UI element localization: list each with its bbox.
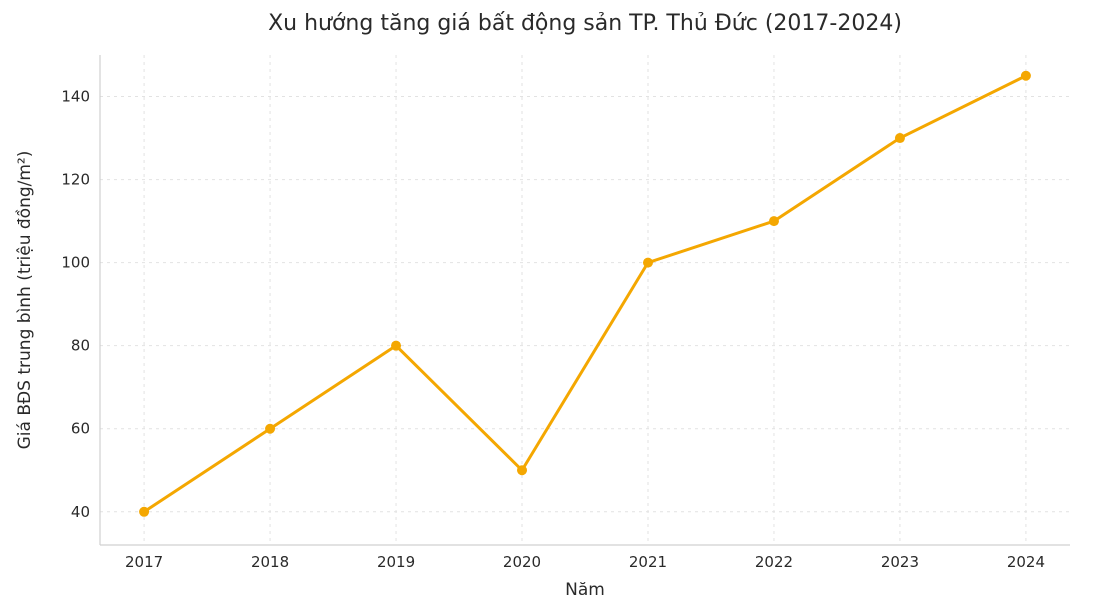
y-tick-label: 120 bbox=[61, 171, 90, 189]
x-axis-label: Năm bbox=[565, 580, 605, 600]
chart-title: Xu hướng tăng giá bất động sản TP. Thủ Đ… bbox=[268, 11, 902, 36]
y-tick-label: 100 bbox=[61, 254, 90, 272]
series-marker bbox=[265, 424, 275, 434]
x-tick-label: 2018 bbox=[251, 553, 289, 571]
x-tick-label: 2024 bbox=[1007, 553, 1045, 571]
series-marker bbox=[517, 465, 527, 475]
y-tick-label: 140 bbox=[61, 88, 90, 106]
x-tick-label: 2020 bbox=[503, 553, 541, 571]
chart-bg bbox=[0, 0, 1100, 612]
y-tick-label: 60 bbox=[71, 420, 90, 438]
y-axis-label: Giá BĐS trung bình (triệu đồng/m²) bbox=[14, 151, 35, 450]
series-marker bbox=[1021, 71, 1031, 81]
x-tick-label: 2022 bbox=[755, 553, 793, 571]
series-marker bbox=[895, 133, 905, 143]
chart-svg: 40 60 80 100 120 140 2017 2018 2019 2020 2021 2022 2… bbox=[0, 0, 1100, 612]
series-marker bbox=[139, 507, 149, 517]
y-tick-label: 80 bbox=[71, 337, 90, 355]
chart-container: 40 60 80 100 120 140 2017 2018 2019 2020 2021 2022 2… bbox=[0, 0, 1100, 612]
x-tick-label: 2023 bbox=[881, 553, 919, 571]
series-marker bbox=[769, 216, 779, 226]
y-tick-label: 40 bbox=[71, 503, 90, 521]
x-tick-label: 2017 bbox=[125, 553, 163, 571]
x-tick-label: 2021 bbox=[629, 553, 667, 571]
series-marker bbox=[643, 258, 653, 268]
series-marker bbox=[391, 341, 401, 351]
x-tick-label: 2019 bbox=[377, 553, 415, 571]
